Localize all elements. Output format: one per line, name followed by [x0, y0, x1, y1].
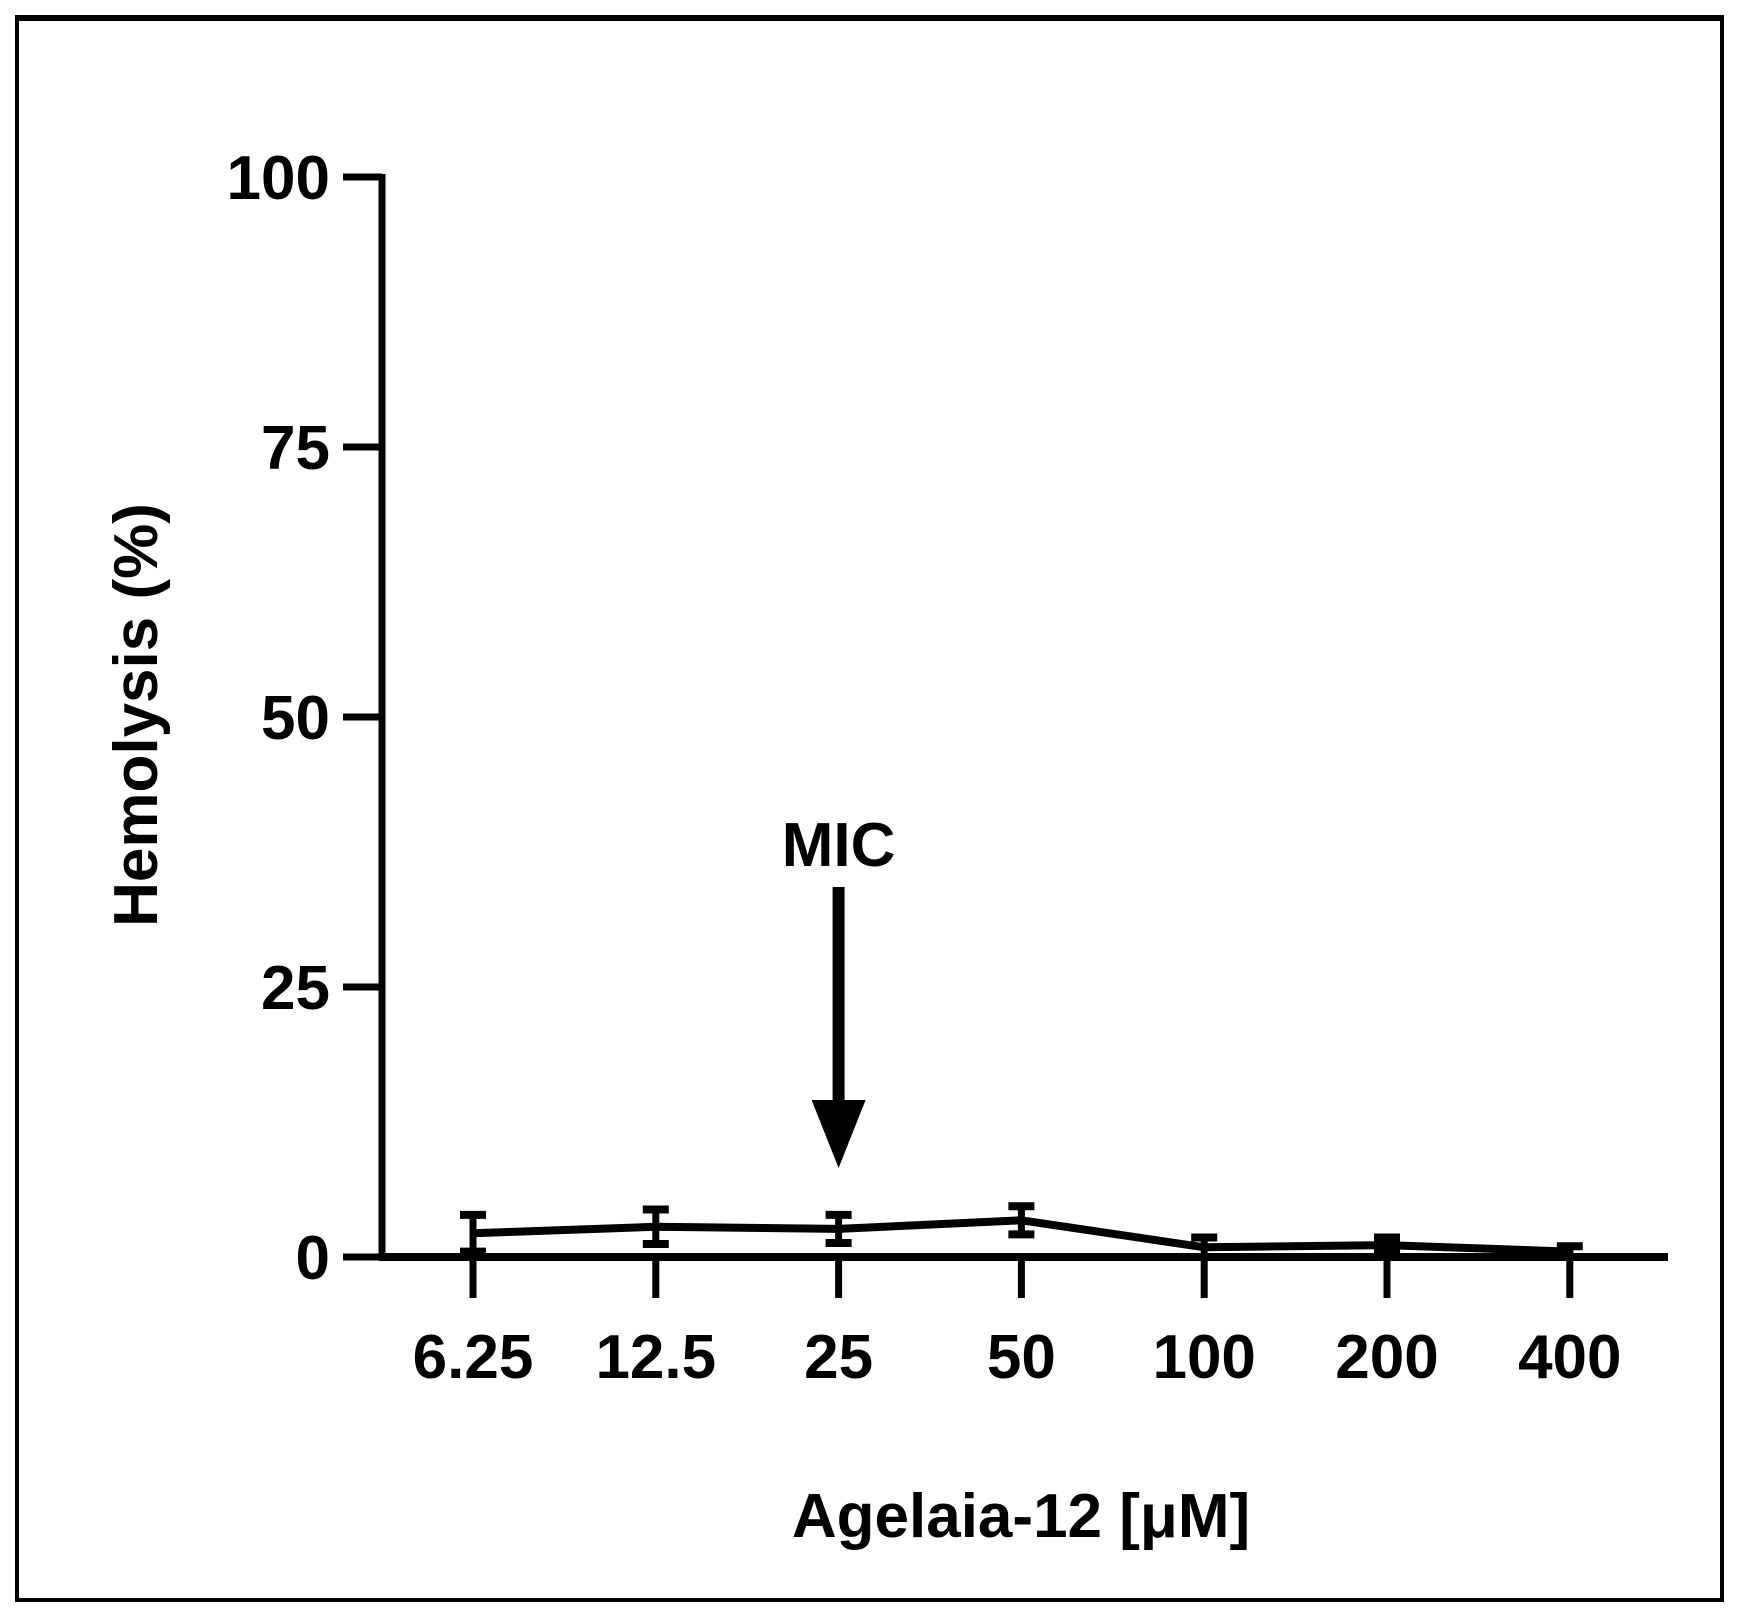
x-tick-label: 200 — [1335, 1323, 1438, 1392]
y-tick-label: 75 — [261, 414, 330, 483]
data-series — [460, 1202, 1583, 1261]
mic-annotation: MIC — [782, 811, 896, 1168]
x-axis-ticks: 6.25 12.5 25 50 100 200 400 — [413, 1257, 1622, 1392]
y-axis-ticks: 0 25 50 75 100 — [227, 144, 382, 1293]
y-axis-title: Hemolysis (%) — [102, 503, 171, 927]
x-tick-label: 100 — [1152, 1323, 1255, 1392]
x-tick-label: 6.25 — [413, 1323, 534, 1392]
mic-label: MIC — [782, 811, 896, 880]
x-axis-title: Agelaia-12 [μM] — [792, 1482, 1250, 1551]
arrow-down-icon — [811, 1100, 866, 1168]
y-tick-label: 0 — [296, 1224, 330, 1293]
y-tick-label: 100 — [227, 144, 330, 213]
y-tick-label: 50 — [261, 684, 330, 753]
y-tick-label: 25 — [261, 954, 330, 1023]
x-tick-label: 50 — [987, 1323, 1056, 1392]
figure-frame — [15, 15, 1724, 1602]
x-tick-label: 12.5 — [595, 1323, 716, 1392]
x-tick-label: 400 — [1518, 1323, 1621, 1392]
x-tick-label: 25 — [804, 1323, 873, 1392]
axes — [378, 174, 1668, 1261]
